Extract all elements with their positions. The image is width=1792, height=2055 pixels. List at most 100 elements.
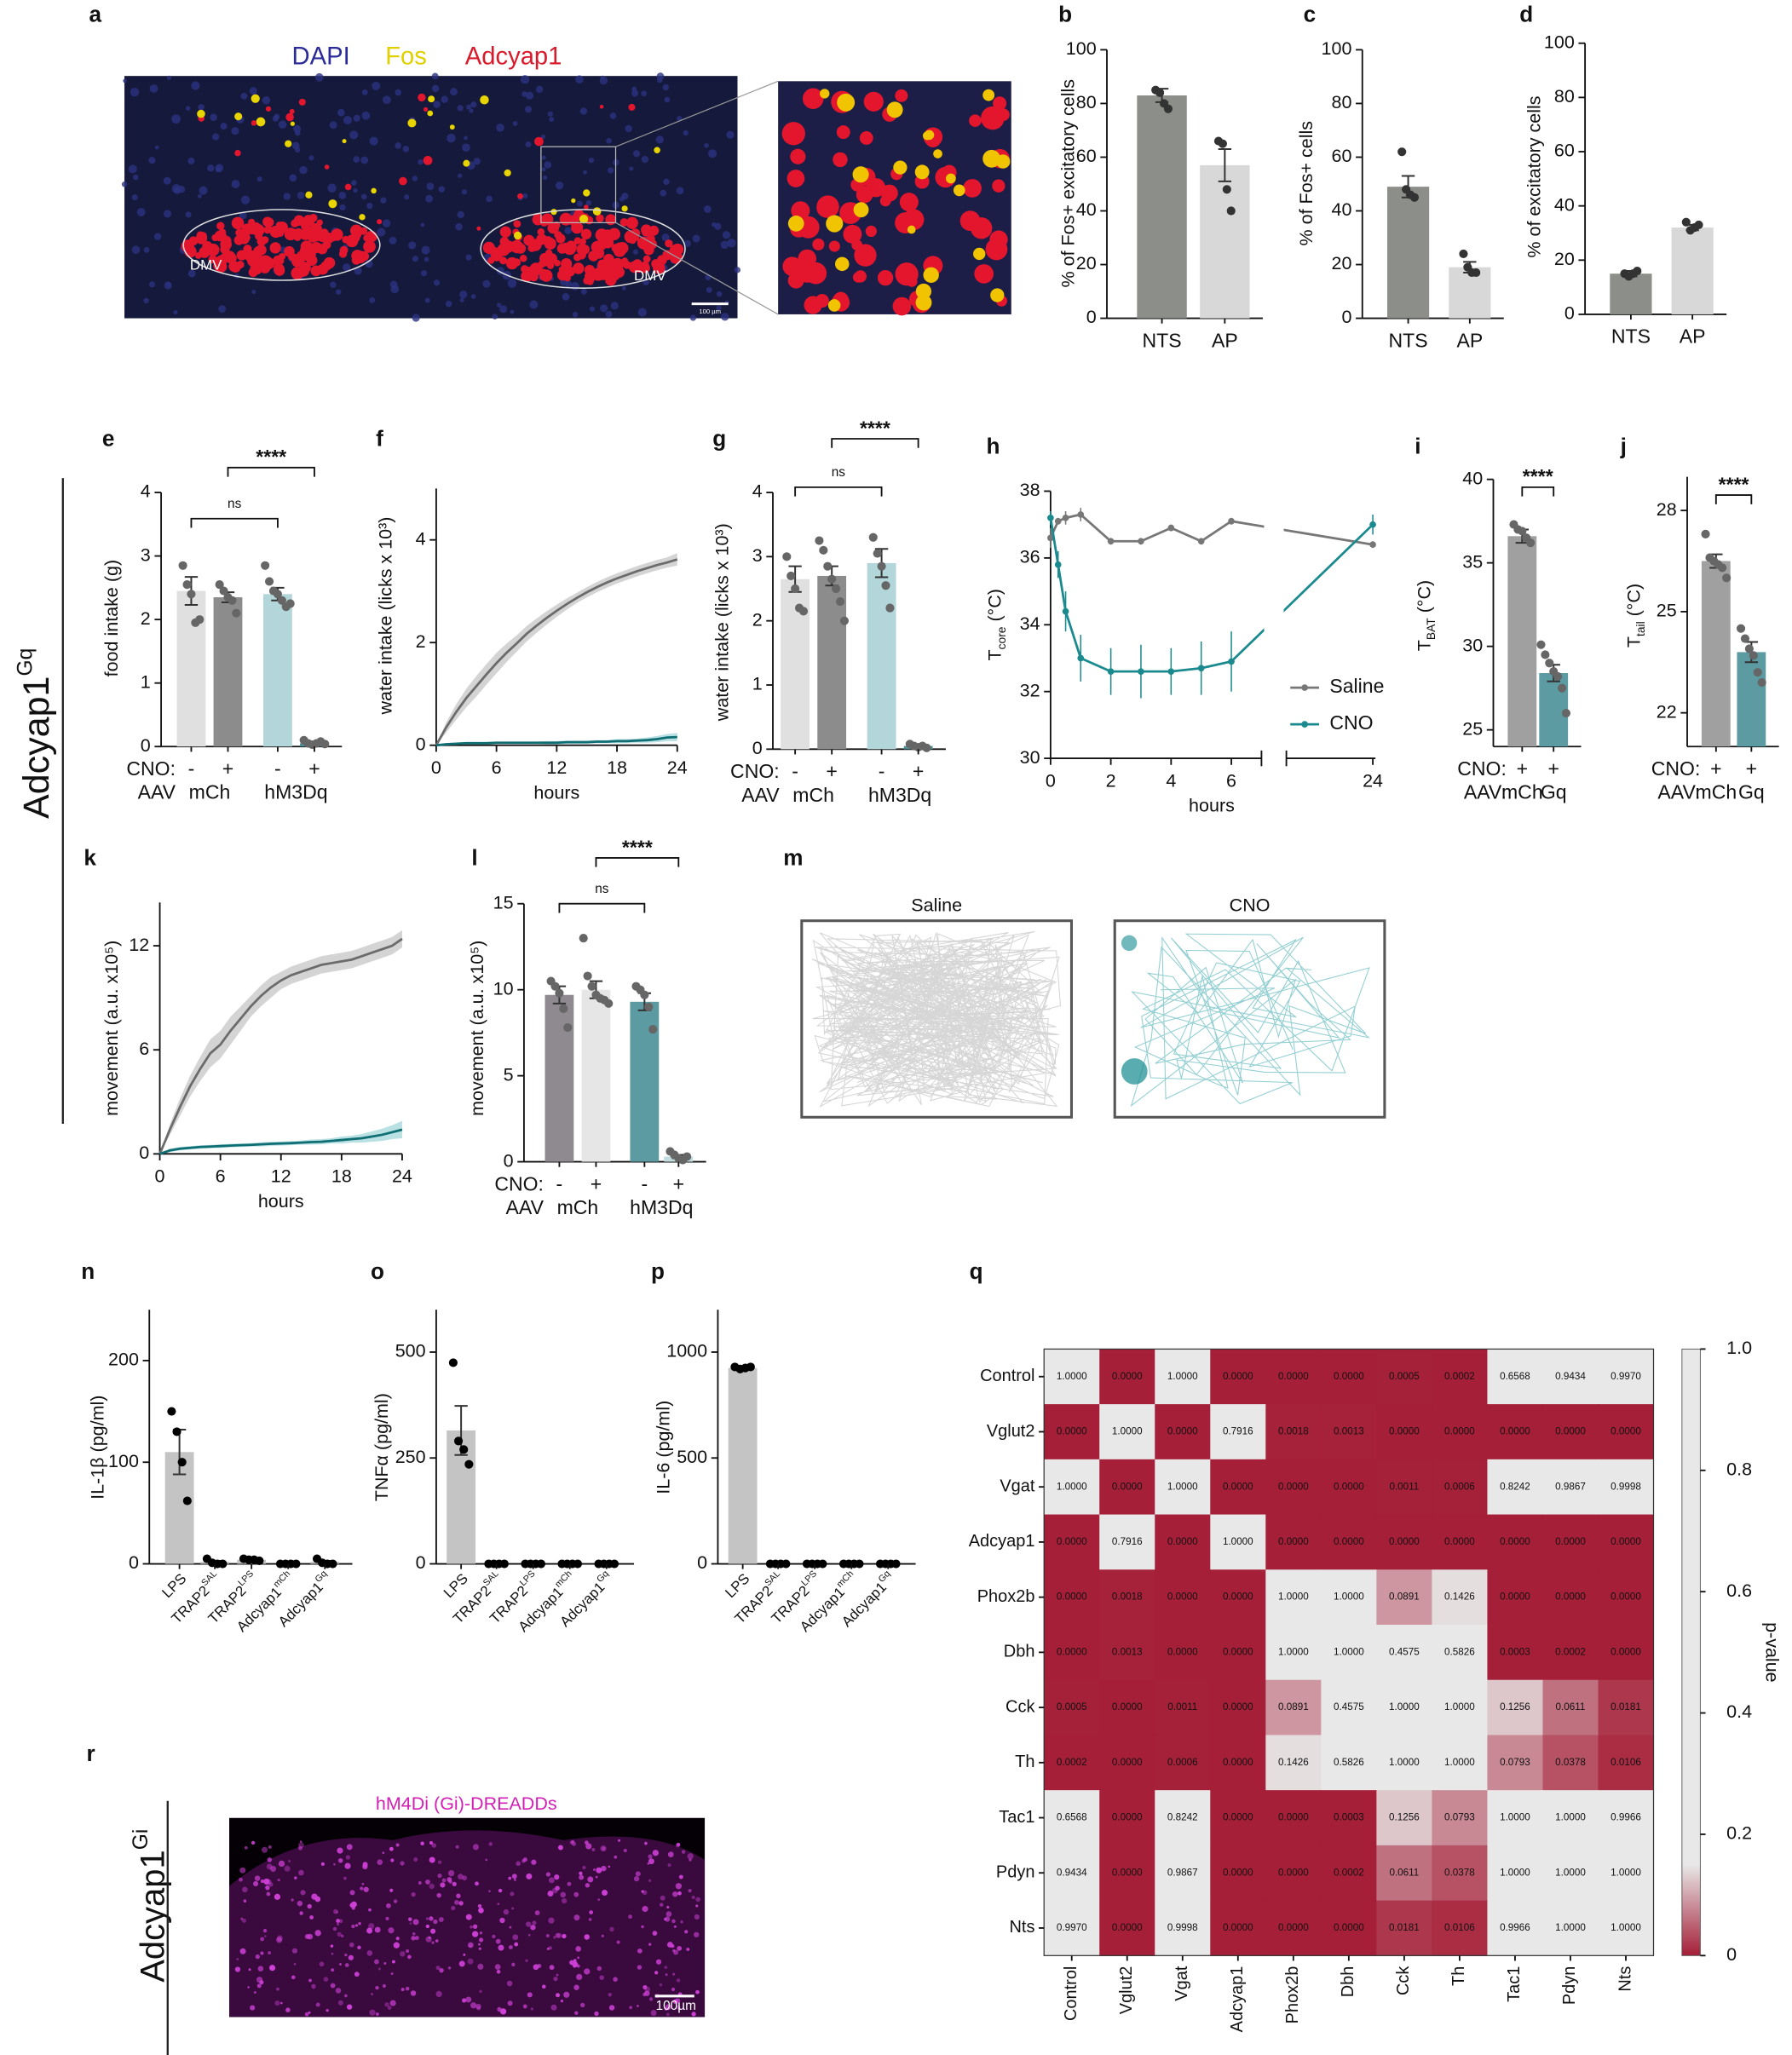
category-title: CNO: bbox=[1457, 757, 1507, 780]
cell-signal bbox=[662, 83, 669, 91]
cell-signal bbox=[462, 1875, 468, 1881]
cell-signal bbox=[672, 1891, 678, 1897]
cell-signal bbox=[547, 111, 553, 117]
row-label: Phox2b bbox=[977, 1587, 1035, 1606]
heatmap-cell bbox=[1376, 1900, 1432, 1956]
cell-signal bbox=[915, 283, 932, 300]
cell-signal bbox=[389, 236, 397, 245]
heatmap-cell bbox=[1044, 1404, 1100, 1460]
cell-signal bbox=[837, 93, 856, 112]
y-tick-label: 60 bbox=[1554, 141, 1575, 161]
x-tick-label: + bbox=[308, 757, 320, 780]
cell-signal bbox=[330, 1983, 336, 1989]
cell-signal bbox=[402, 146, 410, 153]
cell-signal bbox=[455, 1845, 459, 1849]
cell-signal bbox=[629, 2006, 633, 2010]
cell-signal bbox=[602, 1846, 606, 1851]
cell-label: 0.0000 bbox=[1444, 1536, 1475, 1547]
cell-signal bbox=[447, 133, 456, 143]
cell-signal bbox=[283, 193, 291, 200]
cell-signal bbox=[382, 95, 391, 105]
heatmap-cell bbox=[1376, 1459, 1432, 1516]
cell-signal bbox=[512, 121, 518, 126]
cell-signal bbox=[386, 1902, 391, 1908]
heatmap-cell bbox=[1155, 1625, 1211, 1681]
cell-label: 0.0013 bbox=[1334, 1426, 1364, 1437]
cell-signal bbox=[886, 101, 903, 118]
cell-signal bbox=[631, 86, 637, 92]
cell-signal bbox=[605, 214, 617, 226]
data-point bbox=[815, 536, 824, 545]
heatmap-cell bbox=[1487, 1625, 1543, 1681]
data-point bbox=[644, 1002, 654, 1011]
cell-label: 0.7916 bbox=[1223, 1426, 1253, 1437]
heatmap-cell bbox=[1376, 1349, 1432, 1405]
cell-label: 0.0000 bbox=[1223, 1701, 1253, 1712]
cell-signal bbox=[465, 254, 472, 261]
y-tick-label: 500 bbox=[677, 1447, 707, 1467]
cell-label: 1.0000 bbox=[1278, 1646, 1309, 1657]
cell-signal bbox=[629, 166, 634, 171]
cell-signal bbox=[328, 199, 337, 209]
cell-signal bbox=[128, 164, 137, 174]
y-tick-label: 80 bbox=[1076, 92, 1097, 112]
x-tick-label: + bbox=[826, 760, 837, 782]
group-label: mCh bbox=[1696, 781, 1737, 803]
cell-signal bbox=[300, 240, 313, 253]
cell-signal bbox=[342, 139, 347, 144]
data-point bbox=[195, 615, 205, 625]
heatmap-cell bbox=[1210, 1349, 1266, 1405]
y-tick-label: 25 bbox=[1657, 601, 1677, 621]
group-title: AAV: bbox=[1657, 781, 1700, 803]
cell-signal bbox=[294, 1876, 297, 1879]
side-label-sup: Gi bbox=[130, 1829, 153, 1851]
heatmap-cell bbox=[1487, 1735, 1543, 1791]
column-label: Vgat bbox=[1173, 1966, 1191, 2001]
y-tick-label: 20 bbox=[1554, 249, 1575, 269]
y-axis-label-text: % of excitatory cells bbox=[1524, 95, 1544, 257]
cell-signal bbox=[278, 120, 287, 129]
cell-label: 1.0000 bbox=[1057, 1481, 1087, 1492]
cell-signal bbox=[579, 238, 586, 245]
cell-signal bbox=[408, 1917, 412, 1921]
category-title: CNO: bbox=[126, 757, 176, 780]
cell-signal bbox=[473, 158, 481, 165]
cell-signal bbox=[260, 1937, 265, 1942]
cell-signal bbox=[655, 1959, 662, 1965]
cell-signal bbox=[601, 1934, 604, 1937]
cell-signal bbox=[549, 117, 555, 123]
x-tick-label: + bbox=[591, 1172, 602, 1194]
cell-signal bbox=[438, 1917, 444, 1922]
cell-signal bbox=[264, 217, 274, 227]
cell-signal bbox=[291, 1898, 294, 1902]
cell-signal bbox=[667, 1863, 671, 1868]
cell-signal bbox=[726, 130, 735, 139]
cell-signal bbox=[579, 1874, 585, 1880]
cell-signal bbox=[351, 180, 357, 186]
heatmap-cell bbox=[1376, 1625, 1432, 1681]
zoom-line bbox=[615, 222, 779, 315]
heatmap-cell bbox=[1155, 1514, 1211, 1570]
cell-label: 0.0000 bbox=[1112, 1922, 1143, 1933]
cell-label: 0.0000 bbox=[1223, 1592, 1253, 1603]
cell-signal bbox=[375, 1985, 379, 1990]
x-tick-label: + bbox=[1710, 757, 1721, 780]
cell-label: 0.0611 bbox=[1389, 1867, 1419, 1878]
cell-signal bbox=[414, 1936, 419, 1941]
y-tick-label: 40 bbox=[1554, 194, 1575, 215]
data-point bbox=[277, 596, 286, 605]
cell-signal bbox=[596, 214, 604, 223]
y-tick-label: 1 bbox=[141, 671, 151, 692]
marker bbox=[1047, 514, 1054, 521]
marker bbox=[1197, 665, 1205, 672]
cell-signal bbox=[499, 1917, 505, 1924]
cell-signal bbox=[584, 1934, 590, 1940]
cell-signal bbox=[343, 115, 353, 125]
cell-signal bbox=[257, 1966, 264, 1972]
cell-signal bbox=[251, 223, 265, 237]
cell-signal bbox=[582, 1865, 586, 1870]
cell-signal bbox=[195, 233, 208, 245]
cell-signal bbox=[525, 91, 534, 100]
data-point bbox=[559, 1004, 568, 1013]
cell-signal bbox=[619, 218, 629, 227]
